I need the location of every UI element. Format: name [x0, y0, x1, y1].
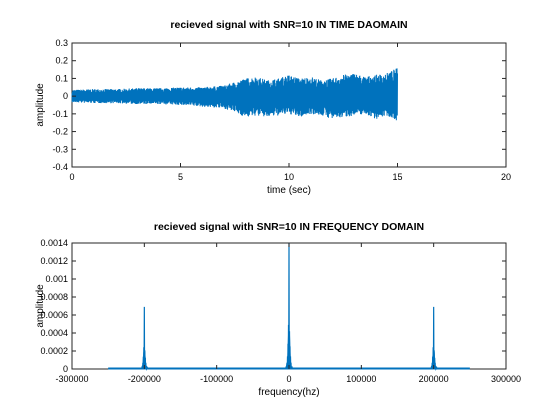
time-plot-ytick-label: 0	[63, 91, 68, 101]
freq-plot-xtick-label: 300000	[491, 374, 521, 384]
time-plot-ytick-label: -0.4	[52, 162, 68, 172]
spectrum-peak-base	[142, 352, 147, 369]
freq-plot-ytick-label: 0.0004	[40, 328, 68, 338]
time-plot-xtick-label: 15	[392, 172, 402, 182]
time-plot-title: recieved signal with SNR=10 IN TIME DAOM…	[170, 19, 407, 31]
freq-plot-xtick-label: 100000	[346, 374, 376, 384]
time-plot-ytick-label: 0.3	[55, 38, 68, 48]
spectrum-peak-base	[287, 334, 291, 369]
freq-plot-ytick-label: 0.001	[45, 274, 68, 284]
time-plot-xtick-label: 10	[284, 172, 294, 182]
freq-plot-xtick-label: 200000	[419, 374, 449, 384]
time-plot-xtick-label: 5	[178, 172, 183, 182]
freq-plot-ytick-label: 0.0012	[40, 256, 68, 266]
freq-plot-xlabel: frequency(hz)	[258, 387, 319, 398]
freq-plot-ytick-label: 0.0014	[40, 238, 68, 248]
spectrum-peak-base	[431, 352, 436, 369]
time-plot-ytick-label: 0.2	[55, 56, 68, 66]
freq-plot-title: recieved signal with SNR=10 IN FREQUENCY…	[154, 221, 424, 233]
time-plot-ytick-label: 0.1	[55, 73, 68, 83]
time-plot-ytick-label: -0.3	[52, 144, 68, 154]
freq-plot-ytick-label: 0.0006	[40, 310, 68, 320]
freq-plot-xtick-label: -100000	[200, 374, 233, 384]
freq-plot-xtick-label: 0	[286, 374, 291, 384]
time-plot-xtick-label: 0	[69, 172, 74, 182]
freq-plot-ticks: -300000 -200000 -100000 0 100000 200000 300000…	[40, 238, 521, 384]
time-plot-series	[71, 68, 398, 121]
time-plot-ytick-label: -0.2	[52, 127, 68, 137]
time-plot-ylabel: amplitude	[35, 83, 46, 127]
freq-plot-ytick-label: 0.0002	[40, 346, 68, 356]
freq-plot-ytick-label: 0.0008	[40, 292, 68, 302]
freq-plot-ylabel: amplitude	[35, 284, 46, 328]
time-plot-xtick-label: 20	[501, 172, 511, 182]
time-domain-plot: recieved signal with SNR=10 IN TIME DAOM…	[35, 19, 511, 196]
frequency-domain-plot: recieved signal with SNR=10 IN FREQUENCY…	[35, 221, 521, 398]
time-plot-ticks: 0 5 10 15 20 -0.4 -0.3 -0.2 -0.1 0 0.1 0.2 0.3	[52, 38, 511, 182]
time-plot-ytick-label: -0.1	[52, 109, 68, 119]
time-plot-xlabel: time (sec)	[267, 185, 311, 196]
freq-plot-xtick-label: -200000	[128, 374, 161, 384]
freq-plot-ytick-label: 0	[63, 364, 68, 374]
freq-plot-xtick-label: -300000	[55, 374, 88, 384]
time-signal-band	[72, 80, 398, 110]
